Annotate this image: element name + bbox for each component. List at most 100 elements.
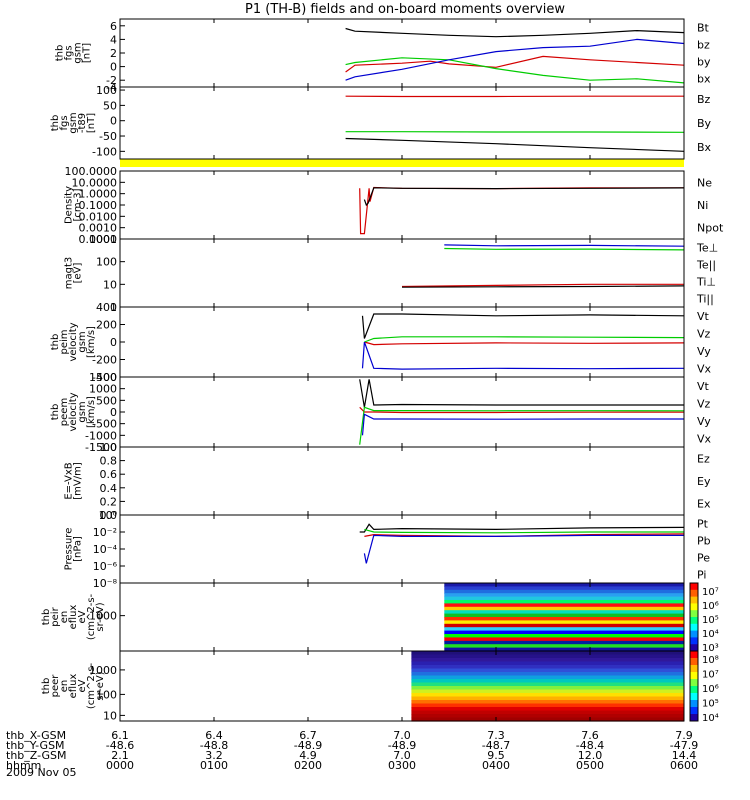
legend-label: Ti||	[696, 293, 714, 306]
series-line	[401, 285, 685, 288]
y-tick-label: 0	[110, 115, 117, 128]
legend-label: Bt	[697, 22, 710, 35]
colorbar-segment	[690, 583, 698, 591]
spectrogram-band	[411, 682, 684, 687]
series-line	[361, 413, 684, 436]
y-axis-label-line: magt3	[64, 257, 75, 290]
ephemeris-value: 3.2	[205, 749, 223, 762]
y-axis-label-line: E=-VxB	[64, 462, 75, 499]
y-axis-label-line: peer	[50, 674, 61, 698]
ephemeris-value: 6.1	[111, 729, 129, 742]
ephemeris-value: 7.6	[581, 729, 599, 742]
spectrogram-band	[444, 610, 684, 615]
ephemeris-value: -48.9	[294, 739, 322, 752]
series-line	[364, 528, 684, 534]
colorbar-segment	[690, 603, 698, 611]
y-tick-label: -1500	[85, 441, 117, 454]
legend-label: Vz	[697, 397, 711, 410]
ephemeris-value: 0400	[482, 759, 510, 772]
colorbar-segment	[690, 637, 698, 645]
y-tick-label: 0.6	[100, 468, 118, 481]
panel-fgs-t89: 100 50 0 -50 -100 thbfgsgsm-t89[nT] Bz By Bx	[50, 84, 712, 160]
spectrogram-band	[411, 661, 684, 666]
y-tick-label: 100.0000	[65, 165, 118, 178]
colorbar-segment	[690, 672, 698, 680]
series-line	[345, 57, 685, 84]
y-axis-label-line: [nPa]	[73, 536, 84, 562]
panel-frame	[119, 446, 685, 516]
spectrogram-band	[444, 630, 684, 635]
y-tick-label: 0.0001	[79, 233, 118, 246]
colorbar-tick-label: 10⁶	[702, 601, 719, 612]
legend-label: Te⊥	[696, 242, 718, 255]
spectrogram-band	[444, 596, 684, 601]
colorbar-segment	[690, 644, 698, 652]
y-tick-label: 100	[96, 256, 117, 269]
y-tick-label: 1000	[89, 233, 117, 246]
ephemeris-value: -48.8	[200, 739, 228, 752]
legend-label: Vx	[697, 362, 712, 375]
y-tick-label: -400	[92, 371, 117, 384]
spectrogram-band	[411, 658, 684, 663]
panel-stack: 6420-2-4thbfgsgsm[nT]Btbzbybx100500-50-1…	[41, 18, 724, 724]
legend-label: Npot	[697, 222, 724, 235]
ephemeris-value: -48.4	[576, 739, 604, 752]
y-axis-label-line: [cm-3]	[73, 188, 84, 221]
colorbar-segment	[690, 693, 698, 701]
series-line	[364, 336, 685, 343]
ephemeris-row-label: thb_Y-GSM	[6, 739, 65, 752]
legend-label: Vy	[697, 415, 711, 428]
y-axis-label-line: eV	[77, 679, 88, 692]
y-axis-label-line: thb	[41, 678, 52, 695]
y-tick-label: 10⁻⁴	[93, 543, 118, 556]
panel-frame	[119, 18, 685, 88]
panel-density: 100.000010.00001.00000.10000.01000.00100…	[64, 165, 724, 246]
spectrogram-band	[444, 606, 684, 611]
colorbar-segment	[690, 651, 698, 659]
y-tick-label: 1.0000	[79, 188, 118, 201]
series-line	[363, 534, 684, 564]
y-axis-label-line: eV	[77, 610, 88, 623]
series-line	[359, 406, 684, 414]
y-axis-label-line: thb	[55, 45, 66, 62]
spectrogram-band	[411, 714, 684, 719]
spectrogram-band	[444, 620, 684, 625]
ephemeris-value: 2.1	[111, 749, 129, 762]
legend-label: Bz	[697, 93, 711, 106]
legend-label: bx	[697, 73, 711, 86]
y-axis-label-line: Pressure	[64, 528, 75, 571]
y-tick-label: 500	[96, 394, 117, 407]
y-tick-label: 10⁻⁶	[93, 560, 118, 573]
legend-label: Vy	[697, 345, 711, 358]
colorbar-segment	[690, 630, 698, 638]
ephemeris-value: 0300	[388, 759, 416, 772]
y-axis-label: thbpeerenefluxeV(cm^2-s-sr-eV)	[41, 662, 106, 709]
series-line	[364, 341, 685, 346]
spectrogram-band	[411, 686, 684, 691]
y-tick-label: 0	[110, 406, 117, 419]
y-tick-label: 1000	[89, 383, 117, 396]
spectrogram-band	[411, 696, 684, 701]
series-line	[359, 186, 685, 235]
spectrogram-band	[444, 637, 684, 642]
y-axis-label-line: gsm	[77, 331, 88, 352]
y-axis-label-line: [km/s]	[86, 396, 97, 428]
series-line	[359, 379, 684, 408]
ephemeris-value: 0500	[576, 759, 604, 772]
y-axis-label: E=-VxB[mV/m]	[64, 462, 84, 500]
legend-label: Ex	[697, 498, 711, 511]
colorbar-frame	[689, 650, 699, 722]
y-axis-label: Pressure[nPa]	[64, 528, 84, 571]
spectrogram-band	[444, 583, 684, 587]
ephemeris-value: 0000	[106, 759, 134, 772]
legend-label: By	[697, 117, 712, 130]
ephemeris-value: 6.7	[299, 729, 317, 742]
y-axis-label-line: thb	[50, 334, 61, 351]
y-tick-label: 400	[96, 301, 117, 314]
y-axis-label-line: fgs	[59, 115, 70, 130]
y-tick-label: 6	[110, 20, 117, 33]
y-axis-label-line: peir	[50, 606, 61, 626]
ephemeris-value: 0600	[670, 759, 698, 772]
